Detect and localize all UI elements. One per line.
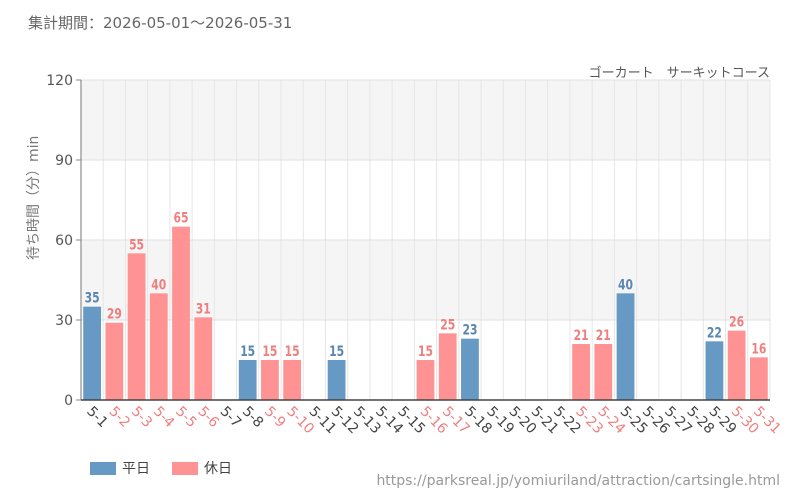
x-tick-label: 5-4 <box>150 404 178 432</box>
data-label-5-5: 65 <box>174 211 189 227</box>
y-tick-label: 90 <box>55 153 73 169</box>
grid-lines <box>80 79 771 401</box>
legend-swatch-holiday <box>172 461 198 475</box>
data-label-5-23: 21 <box>574 328 589 344</box>
bar-5-9 <box>261 360 279 400</box>
bar-5-23 <box>572 344 590 400</box>
bar-5-3 <box>127 253 146 400</box>
y-tick-label: 60 <box>55 233 73 249</box>
legend-swatch-weekday <box>90 461 116 475</box>
bar-5-31 <box>749 357 768 400</box>
x-tick-labels: 5-15-25-35-45-55-65-75-85-95-105-115-125… <box>83 404 784 438</box>
bar-5-16 <box>416 360 435 400</box>
bar-5-10 <box>283 360 302 400</box>
x-tick-label: 5-9 <box>261 404 288 431</box>
bar-5-29 <box>705 341 724 400</box>
data-label-5-17: 25 <box>440 317 455 333</box>
data-label-5-4: 40 <box>151 277 166 293</box>
x-tick-label: 5-1 <box>83 404 110 431</box>
bar-5-2 <box>105 322 124 400</box>
source-url: https://parksreal.jp/yomiuriland/attract… <box>376 473 780 489</box>
x-tick-label: 5-2 <box>106 404 133 431</box>
bar-5-18 <box>461 338 479 400</box>
data-labels: 35 29 55 40 65 31 15 15 15 15 15 25 23 21 21 40 22 26 16 <box>85 211 767 360</box>
x-tick-label: 5-5 <box>172 404 199 431</box>
data-label-5-6: 31 <box>196 301 211 317</box>
legend-item-holiday[interactable]: 休日 <box>172 458 232 478</box>
y-tick-label: 120 <box>46 73 73 89</box>
attraction-name: ゴーカート サーキットコース <box>588 66 770 81</box>
data-label-5-2: 29 <box>107 307 122 323</box>
data-label-5-16: 15 <box>418 344 433 360</box>
y-tick-label: 30 <box>55 313 73 329</box>
bar-5-4 <box>149 293 168 400</box>
legend: 平日 休日 <box>90 458 232 478</box>
bar-5-25 <box>616 293 635 400</box>
data-label-5-25: 40 <box>618 277 633 293</box>
bars <box>83 226 768 400</box>
x-tick-label: 5-3 <box>128 404 155 431</box>
data-label-5-3: 55 <box>129 237 144 253</box>
data-label-5-29: 22 <box>707 325 722 341</box>
data-label-5-12: 15 <box>329 344 344 360</box>
plot-bands <box>81 80 770 320</box>
data-label-5-30: 26 <box>729 315 744 331</box>
bar-5-30 <box>727 330 746 400</box>
x-tick-label: 5-6 <box>194 404 222 432</box>
bar-5-17 <box>438 333 457 400</box>
x-tick-label: 5-8 <box>239 404 266 431</box>
y-tick-label: 0 <box>64 393 73 409</box>
bar-5-8 <box>238 360 257 400</box>
legend-label-holiday: 休日 <box>204 461 232 477</box>
bar-5-12 <box>327 360 346 400</box>
x-tick-label: 5-7 <box>217 404 244 431</box>
data-label-5-8: 15 <box>240 344 255 360</box>
data-label-5-31: 16 <box>751 341 766 357</box>
bar-5-6 <box>194 317 213 400</box>
data-label-5-10: 15 <box>285 344 300 360</box>
bar-5-24 <box>594 344 613 400</box>
data-label-5-24: 21 <box>596 328 611 344</box>
y-tick-labels: 0 30 60 90 120 <box>46 73 81 409</box>
plot-band <box>81 240 770 320</box>
period-label: 集計期間：2026-05-01～2026-05-31 <box>28 14 293 32</box>
data-label-5-9: 15 <box>262 344 277 360</box>
data-label-5-1: 35 <box>85 291 100 307</box>
legend-item-weekday[interactable]: 平日 <box>90 458 150 478</box>
legend-label-weekday: 平日 <box>122 461 150 477</box>
bar-5-5 <box>172 226 190 400</box>
bar-5-1 <box>83 306 102 400</box>
data-label-5-18: 23 <box>462 323 477 339</box>
plot-band <box>81 80 770 160</box>
